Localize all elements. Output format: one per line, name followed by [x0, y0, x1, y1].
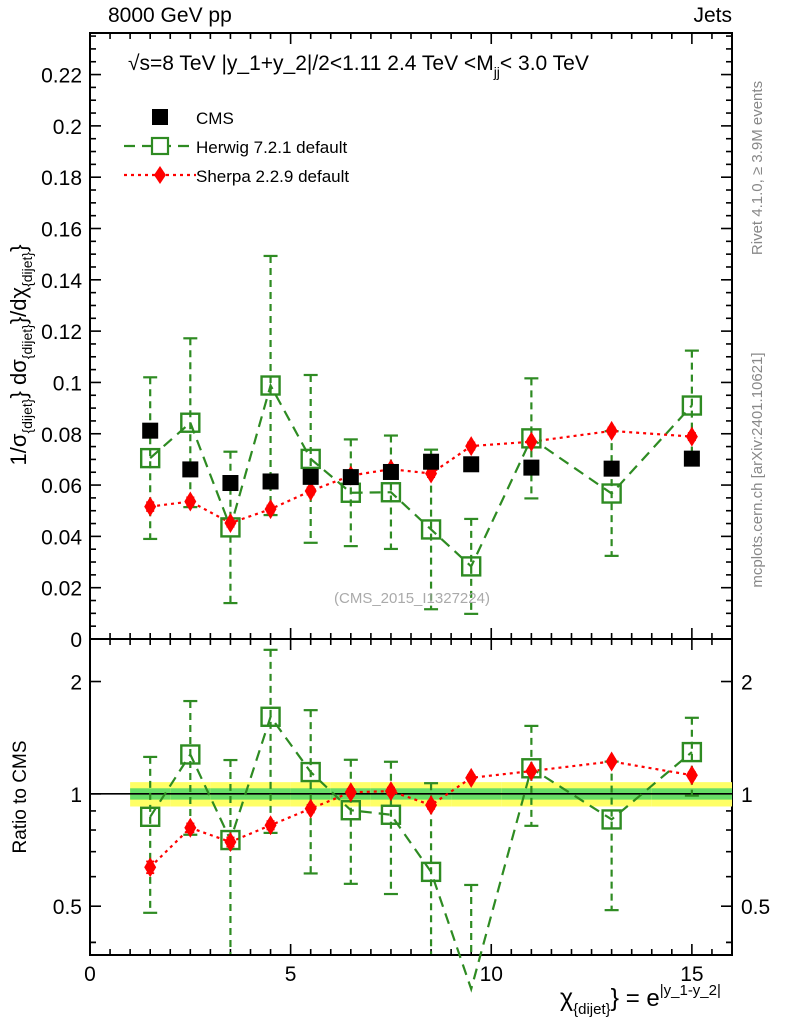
cms-main-marker: [182, 461, 199, 478]
cms-main-marker: [603, 460, 620, 477]
sherpa-ratio-marker: [525, 761, 538, 782]
main-panel-frame: [89, 32, 733, 640]
y-axis-tick-label: 0.1: [53, 372, 82, 395]
sherpa-main-marker: [465, 436, 478, 457]
y-axis-tick-label: 0.04: [41, 526, 82, 549]
herwig-main-marker: [260, 375, 281, 396]
ratio-y-tick-label-right: 1: [741, 784, 753, 807]
cms-main-marker: [523, 459, 540, 476]
ratio-y-tick-label: 1: [70, 784, 82, 807]
sherpa-ratio-marker: [264, 815, 277, 836]
cms-main-marker: [382, 463, 399, 480]
y-axis-tick-label: 0.16: [41, 219, 82, 242]
x-axis-tick-label: 10: [480, 963, 503, 986]
legend-marker-sherpa: [154, 166, 166, 184]
herwig-main-marker: [460, 556, 482, 577]
y-axis-tick-label: 0.22: [41, 65, 82, 88]
sherpa-ratio-marker: [685, 765, 698, 786]
sherpa-ratio-marker: [384, 781, 397, 802]
cms-main-marker: [423, 453, 440, 470]
herwig-ratio-marker: [420, 861, 442, 883]
legend-marker-herwig: [150, 136, 170, 156]
y-axis-title: 1/σ{dijet}} dσ{dijet}}/dχ{dijet}}: [6, 245, 35, 466]
cms-main-marker: [262, 473, 279, 490]
y-axis-tick-label: 0.02: [41, 578, 82, 601]
x-axis-tick-label: 0: [84, 963, 96, 986]
run-info-annotation: √s=8 TeV |y_1+y_2|/2<1.11 2.4 TeV <Mjj< …: [128, 52, 589, 80]
herwig-ratio-line: [149, 714, 693, 993]
sherpa-main-marker: [525, 431, 538, 452]
sherpa-ratio-marker: [224, 832, 237, 853]
sherpa-ratio-marker: [184, 817, 197, 838]
cms-main-marker: [302, 468, 319, 485]
y-axis-tick-label: 0.18: [41, 167, 82, 190]
sherpa-ratio-marker: [144, 857, 157, 878]
sherpa-main-marker: [685, 426, 698, 447]
y-axis-tick-label: 0.12: [41, 321, 82, 344]
herwig-main-marker: [300, 448, 321, 470]
sherpa-main-marker: [224, 513, 237, 534]
sherpa-ratio-marker: [605, 751, 618, 772]
herwig-ratio-marker: [300, 761, 321, 783]
herwig-ratio-marker: [681, 741, 703, 763]
y-axis-tick-label: 0.14: [41, 270, 82, 293]
sherpa-ratio-marker: [425, 795, 438, 816]
herwig-ratio-marker: [139, 806, 161, 828]
x-axis-title: χ{dijet}} = e|y_1-y_2|: [560, 982, 721, 1018]
rivet-version-label: Rivet 4.1.0, ≥ 3.9M events: [749, 81, 766, 255]
herwig-main-marker: [681, 395, 703, 416]
sherpa-main-marker: [144, 496, 157, 517]
y-axis-tick-label: 0.06: [41, 475, 82, 498]
sherpa-ratio-marker: [465, 767, 478, 788]
y-axis-tick-label: 0.08: [41, 424, 82, 447]
herwig-main-marker: [139, 447, 161, 469]
ratio-y-tick-label-right: 0.5: [741, 896, 770, 919]
y-axis-tick-label: 0: [70, 629, 82, 652]
herwig-main-marker: [601, 483, 622, 504]
ratio-y-tick-label: 2: [70, 672, 82, 695]
herwig-ratio-marker: [180, 744, 201, 765]
herwig-ratio-marker: [260, 706, 281, 727]
herwig-main-marker: [180, 412, 201, 433]
header-left: 8000 GeV pp: [108, 4, 232, 27]
sherpa-main-marker: [304, 480, 317, 501]
cms-main-marker: [463, 456, 480, 473]
herwig-main-marker: [380, 482, 402, 503]
legend-marker-cms: [152, 109, 168, 125]
herwig-ratio-marker: [380, 804, 402, 825]
sherpa-main-marker: [184, 491, 197, 512]
x-axis-tick-label: 5: [285, 963, 297, 986]
cms-main-marker: [142, 422, 159, 439]
herwig-main-marker: [420, 519, 442, 540]
cms-main-marker: [683, 450, 700, 467]
sherpa-ratio-marker: [344, 782, 357, 803]
legend-label-3: Sherpa 2.2.9 default: [196, 167, 349, 186]
ratio-y-tick-label-right: 2: [741, 672, 753, 695]
header-right: Jets: [693, 4, 732, 27]
cms-main-marker: [342, 469, 359, 486]
ratio-y-axis-title: Ratio to CMS: [10, 741, 31, 854]
herwig-main-line: [149, 382, 693, 569]
sherpa-main-marker: [264, 499, 277, 520]
cms-main-marker: [222, 475, 239, 492]
mcplots-reference-label: mcplots.cern.ch [arXiv:2401.10621]: [749, 352, 766, 587]
sherpa-main-marker: [605, 420, 618, 441]
sherpa-ratio-marker: [304, 798, 317, 819]
dataset-watermark: (CMS_2015_I1327224): [334, 590, 490, 607]
y-axis-tick-label: 0.2: [53, 116, 82, 139]
legend-label-2: Herwig 7.2.1 default: [196, 138, 347, 157]
legend-label-1: CMS: [196, 109, 234, 128]
ratio-y-tick-label: 0.5: [53, 896, 82, 919]
herwig-ratio-marker: [601, 809, 622, 830]
x-axis-tick-label: 15: [680, 963, 703, 986]
sherpa-ratio-line: [149, 760, 693, 868]
